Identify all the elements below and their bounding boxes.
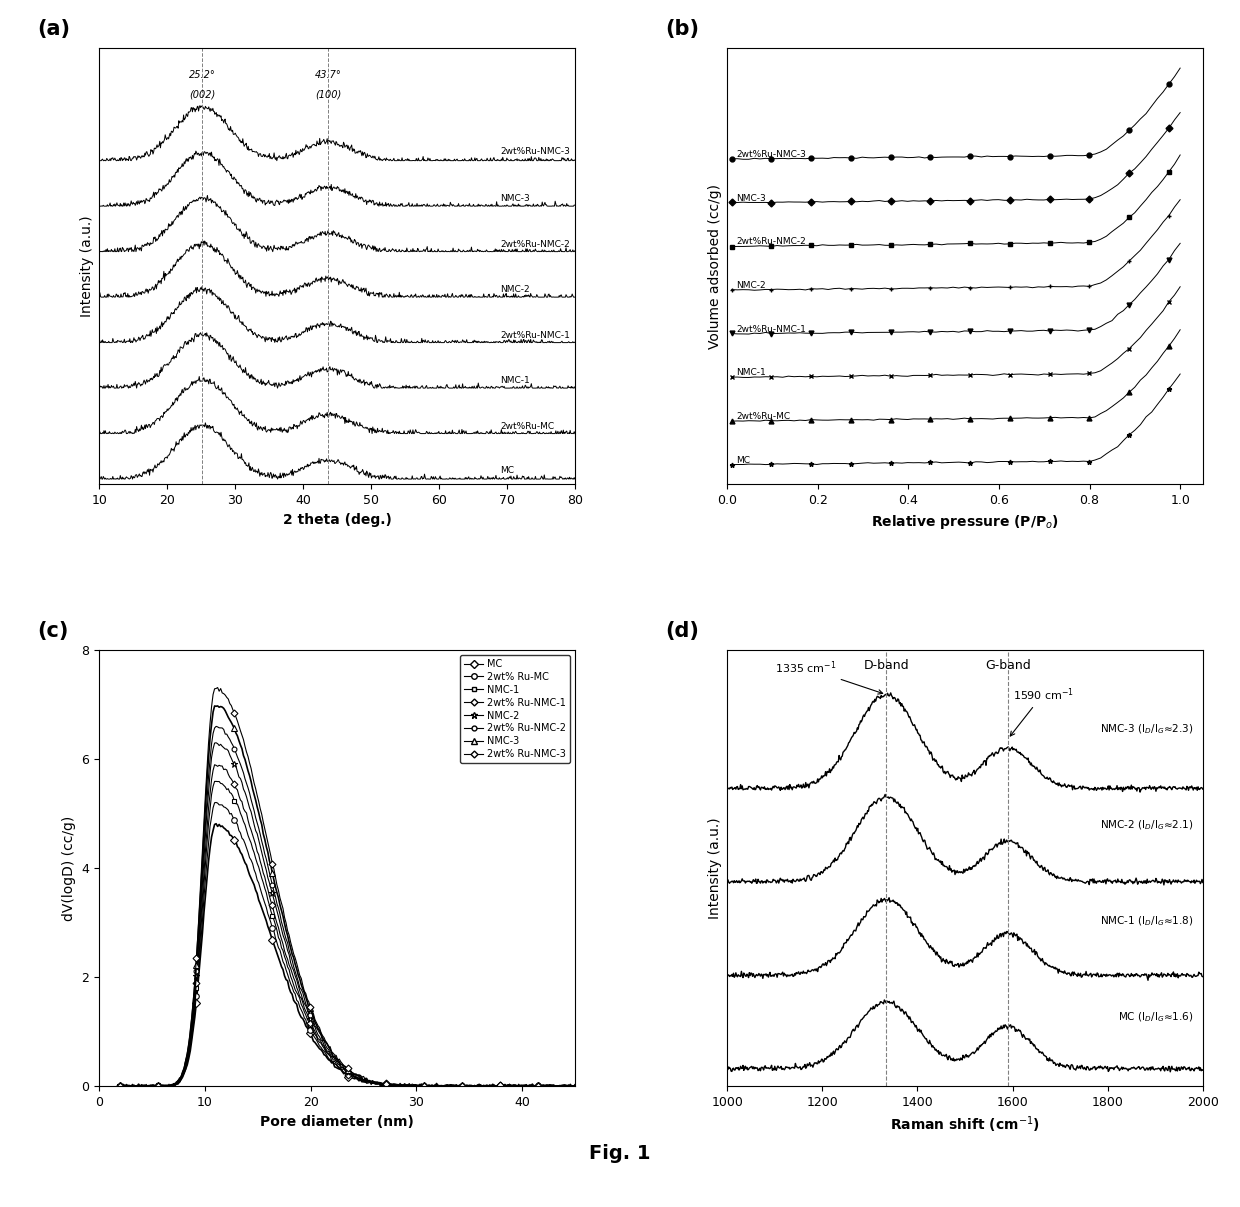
Text: 2wt%Ru-NMC-1: 2wt%Ru-NMC-1 (500, 331, 570, 340)
X-axis label: Relative pressure (P/P$_o$): Relative pressure (P/P$_o$) (870, 513, 1059, 531)
Text: NMC-3 (I$_D$/I$_G$≈2.3): NMC-3 (I$_D$/I$_G$≈2.3) (1100, 722, 1193, 736)
Text: NMC-2: NMC-2 (737, 281, 766, 290)
X-axis label: Pore diameter (nm): Pore diameter (nm) (260, 1114, 414, 1129)
Text: 1590 cm$^{-1}$: 1590 cm$^{-1}$ (1011, 686, 1074, 736)
Text: 2wt%Ru-NMC-2: 2wt%Ru-NMC-2 (737, 238, 806, 246)
Text: MC: MC (500, 466, 515, 474)
Text: NMC-3: NMC-3 (737, 193, 766, 203)
Text: NMC-3: NMC-3 (500, 194, 529, 204)
Text: 43.7°: 43.7° (315, 70, 341, 81)
Y-axis label: dV(logD) (cc/g): dV(logD) (cc/g) (62, 816, 76, 921)
Text: 1335 cm$^{-1}$: 1335 cm$^{-1}$ (775, 659, 883, 694)
X-axis label: Raman shift (cm$^{-1}$): Raman shift (cm$^{-1}$) (890, 1114, 1040, 1135)
Y-axis label: Intensity (a.u.): Intensity (a.u.) (708, 817, 722, 919)
Text: 2wt%Ru-MC: 2wt%Ru-MC (737, 412, 790, 421)
Text: 2wt%Ru-NMC-3: 2wt%Ru-NMC-3 (737, 150, 806, 159)
Text: 25.2°: 25.2° (190, 70, 216, 81)
Text: (a): (a) (37, 19, 71, 39)
Text: 2wt%Ru-MC: 2wt%Ru-MC (500, 422, 554, 431)
Text: MC (I$_D$/I$_G$≈1.6): MC (I$_D$/I$_G$≈1.6) (1117, 1010, 1193, 1024)
Text: Fig. 1: Fig. 1 (589, 1144, 651, 1162)
Text: G-band: G-band (985, 659, 1030, 672)
Text: NMC-1: NMC-1 (737, 368, 766, 378)
Text: NMC-2: NMC-2 (500, 285, 529, 295)
Text: MC: MC (737, 455, 750, 465)
Text: (c): (c) (37, 622, 68, 641)
Legend: MC, 2wt% Ru-MC, NMC-1, 2wt% Ru-NMC-1, NMC-2, 2wt% Ru-NMC-2, NMC-3, 2wt% Ru-NMC-3: MC, 2wt% Ru-MC, NMC-1, 2wt% Ru-NMC-1, NM… (460, 655, 570, 763)
Text: NMC-1: NMC-1 (500, 375, 529, 385)
Text: 2wt%Ru-NMC-2: 2wt%Ru-NMC-2 (500, 240, 570, 249)
Text: NMC-1 (I$_D$/I$_G$≈1.8): NMC-1 (I$_D$/I$_G$≈1.8) (1100, 915, 1193, 928)
Text: D-band: D-band (863, 659, 909, 672)
Y-axis label: Intensity (a.u.): Intensity (a.u.) (79, 216, 94, 317)
Text: 2wt%Ru-NMC-3: 2wt%Ru-NMC-3 (500, 147, 570, 156)
Text: (002): (002) (190, 89, 216, 99)
Text: NMC-2 (I$_D$/I$_G$≈2.1): NMC-2 (I$_D$/I$_G$≈2.1) (1100, 818, 1193, 832)
Y-axis label: Volume adsorbed (cc/g): Volume adsorbed (cc/g) (708, 183, 722, 349)
Text: 2wt%Ru-NMC-1: 2wt%Ru-NMC-1 (737, 325, 806, 333)
Text: (b): (b) (666, 19, 699, 39)
X-axis label: 2 theta (deg.): 2 theta (deg.) (283, 513, 392, 526)
Text: (d): (d) (666, 622, 699, 641)
Text: (100): (100) (315, 89, 341, 99)
